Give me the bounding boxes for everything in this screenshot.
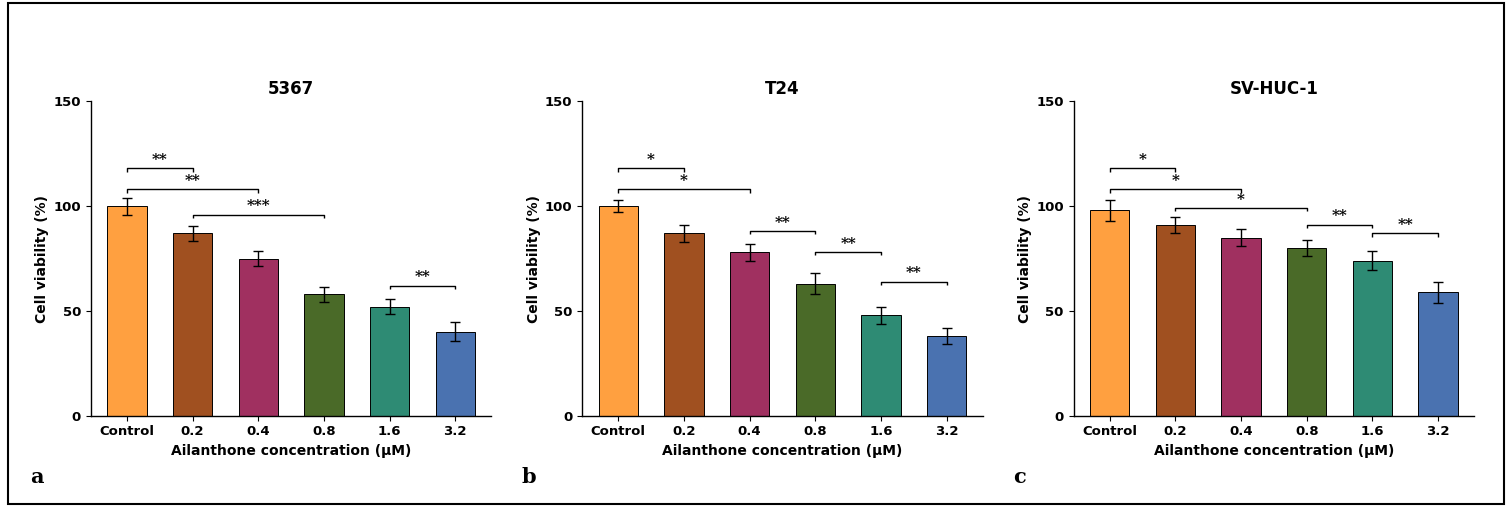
Text: *: * <box>680 174 688 188</box>
Text: *: * <box>1139 153 1146 167</box>
Y-axis label: Cell viability (%): Cell viability (%) <box>526 195 541 322</box>
X-axis label: Ailanthone concentration (μM): Ailanthone concentration (μM) <box>171 444 411 458</box>
Bar <box>599 206 638 416</box>
Y-axis label: Cell viability (%): Cell viability (%) <box>1018 195 1033 322</box>
Bar <box>1287 248 1326 416</box>
Text: **: ** <box>841 237 856 250</box>
Text: a: a <box>30 467 44 487</box>
Text: **: ** <box>414 270 431 284</box>
Text: **: ** <box>1332 209 1347 224</box>
Bar <box>239 259 278 416</box>
Bar <box>370 307 410 416</box>
Bar <box>1155 225 1194 416</box>
Text: **: ** <box>1397 218 1414 232</box>
Text: c: c <box>1013 467 1025 487</box>
Title: SV-HUC-1: SV-HUC-1 <box>1229 81 1318 98</box>
Bar <box>664 233 703 416</box>
Text: *: * <box>647 153 655 167</box>
Bar <box>1222 238 1261 416</box>
Bar <box>795 284 835 416</box>
Bar <box>1418 292 1458 416</box>
Bar <box>172 233 212 416</box>
Bar <box>862 315 901 416</box>
Y-axis label: Cell viability (%): Cell viability (%) <box>35 195 50 322</box>
Bar <box>304 294 343 416</box>
Text: ***: *** <box>246 199 271 213</box>
X-axis label: Ailanthone concentration (μM): Ailanthone concentration (μM) <box>662 444 903 458</box>
Bar <box>730 252 770 416</box>
Text: b: b <box>522 467 537 487</box>
Text: *: * <box>1172 174 1179 188</box>
Title: T24: T24 <box>765 81 800 98</box>
Bar <box>107 206 147 416</box>
Text: **: ** <box>774 215 791 230</box>
X-axis label: Ailanthone concentration (μM): Ailanthone concentration (μM) <box>1154 444 1394 458</box>
Bar <box>1090 210 1129 416</box>
Text: *: * <box>1237 193 1244 206</box>
Bar <box>927 336 966 416</box>
Text: **: ** <box>906 266 922 280</box>
Title: 5367: 5367 <box>268 81 314 98</box>
Text: **: ** <box>151 153 168 167</box>
Bar <box>1353 261 1393 416</box>
Text: **: ** <box>184 174 201 188</box>
Bar <box>435 332 475 416</box>
